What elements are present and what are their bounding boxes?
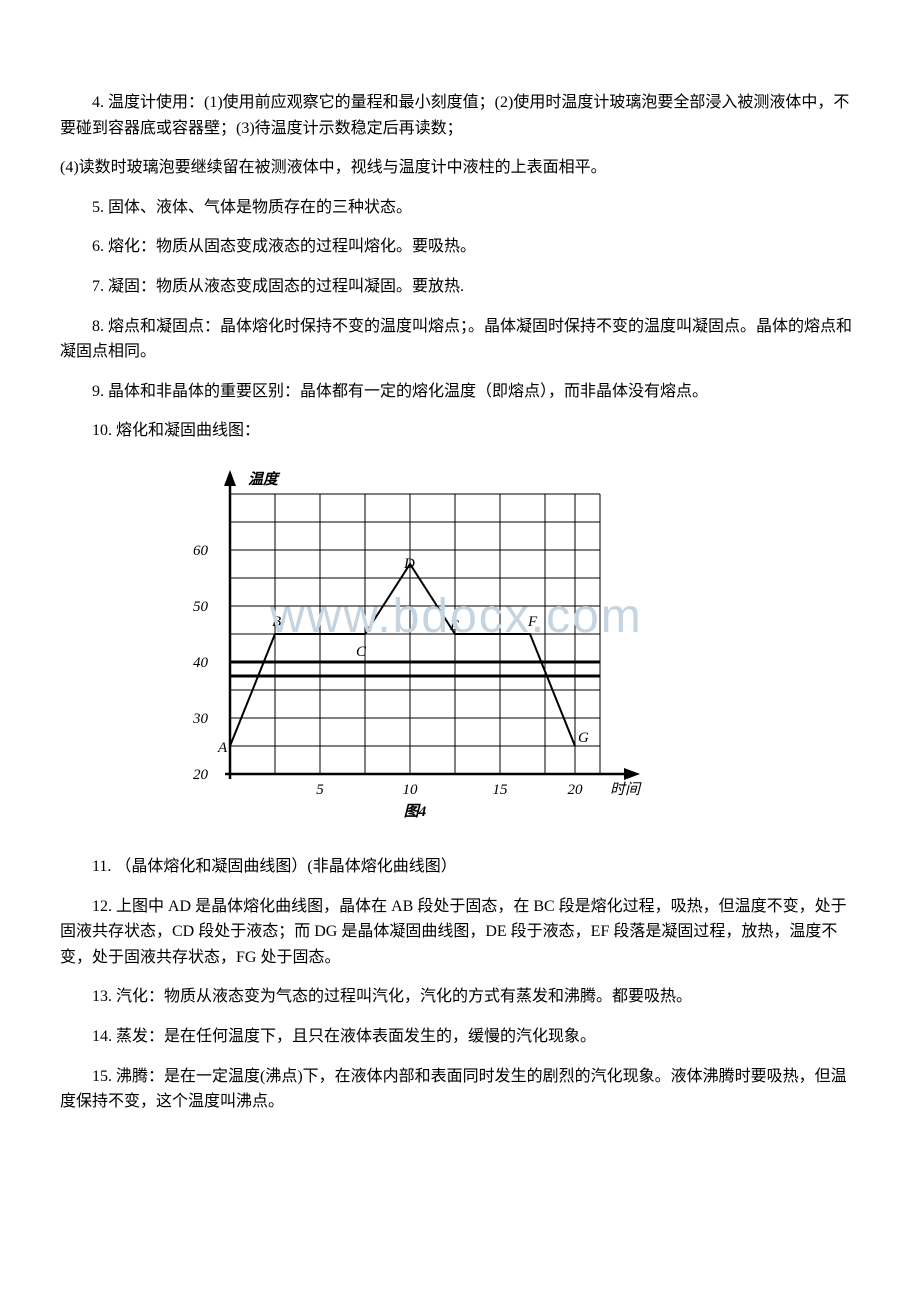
paragraph-8: 8. 熔点和凝固点：晶体熔化时保持不变的温度叫熔点；。晶体凝固时保持不变的温度叫… xyxy=(60,314,860,365)
svg-text:50: 50 xyxy=(193,599,209,615)
svg-text:A: A xyxy=(217,740,228,756)
paragraph-6: 6. 熔化：物质从固态变成液态的过程叫熔化。要吸热。 xyxy=(60,234,860,260)
paragraph-15: 15. 沸腾：是在一定温度(沸点)下，在液体内部和表面同时发生的剧烈的汽化现象。… xyxy=(60,1064,860,1115)
paragraph-10: 10. 熔化和凝固曲线图： xyxy=(60,418,860,444)
chart-svg: 20 30 40 50 60 5 10 15 20 温度时间 A B C D E F G 图4 xyxy=(180,464,660,824)
melting-curve-chart: www.bdocx.com 20304050605101520温度时间ABCDE… xyxy=(180,464,860,824)
svg-text:C: C xyxy=(356,644,367,660)
paragraph-9: 9. 晶体和非晶体的重要区别：晶体都有一定的熔化温度（即熔点），而非晶体没有熔点… xyxy=(60,379,860,405)
svg-text:E: E xyxy=(449,618,459,634)
paragraph-5: 5. 固体、液体、气体是物质存在的三种状态。 xyxy=(60,195,860,221)
svg-text:20: 20 xyxy=(568,782,584,798)
paragraph-14: 14. 蒸发：是在任何温度下，且只在液体表面发生的，缓慢的汽化现象。 xyxy=(60,1024,860,1050)
svg-text:B: B xyxy=(272,614,281,630)
svg-text:30: 30 xyxy=(192,711,209,727)
svg-text:F: F xyxy=(527,614,538,630)
svg-text:图4: 图4 xyxy=(404,803,427,820)
paragraph-4b: (4)读数时玻璃泡要继续留在被测液体中，视线与温度计中液柱的上表面相平。 xyxy=(60,155,860,181)
svg-text:20: 20 xyxy=(193,767,209,783)
paragraph-11: 11. （晶体熔化和凝固曲线图）(非晶体熔化曲线图） xyxy=(60,854,860,880)
paragraph-12: 12. 上图中 AD 是晶体熔化曲线图，晶体在 AB 段处于固态，在 BC 段是… xyxy=(60,894,860,971)
svg-text:D: D xyxy=(403,556,415,572)
svg-text:60: 60 xyxy=(193,543,209,559)
paragraph-4a: 4. 温度计使用：(1)使用前应观察它的量程和最小刻度值；(2)使用时温度计玻璃… xyxy=(60,90,860,141)
svg-text:15: 15 xyxy=(493,782,509,798)
svg-text:5: 5 xyxy=(316,782,324,798)
svg-text:G: G xyxy=(578,730,589,746)
paragraph-7: 7. 凝固：物质从液态变成固态的过程叫凝固。要放热. xyxy=(60,274,860,300)
svg-text:时间: 时间 xyxy=(610,781,642,798)
svg-text:10: 10 xyxy=(403,782,419,798)
svg-text:40: 40 xyxy=(193,655,209,671)
paragraph-13: 13. 汽化：物质从液态变为气态的过程叫汽化，汽化的方式有蒸发和沸腾。都要吸热。 xyxy=(60,984,860,1010)
svg-text:温度: 温度 xyxy=(248,470,281,488)
